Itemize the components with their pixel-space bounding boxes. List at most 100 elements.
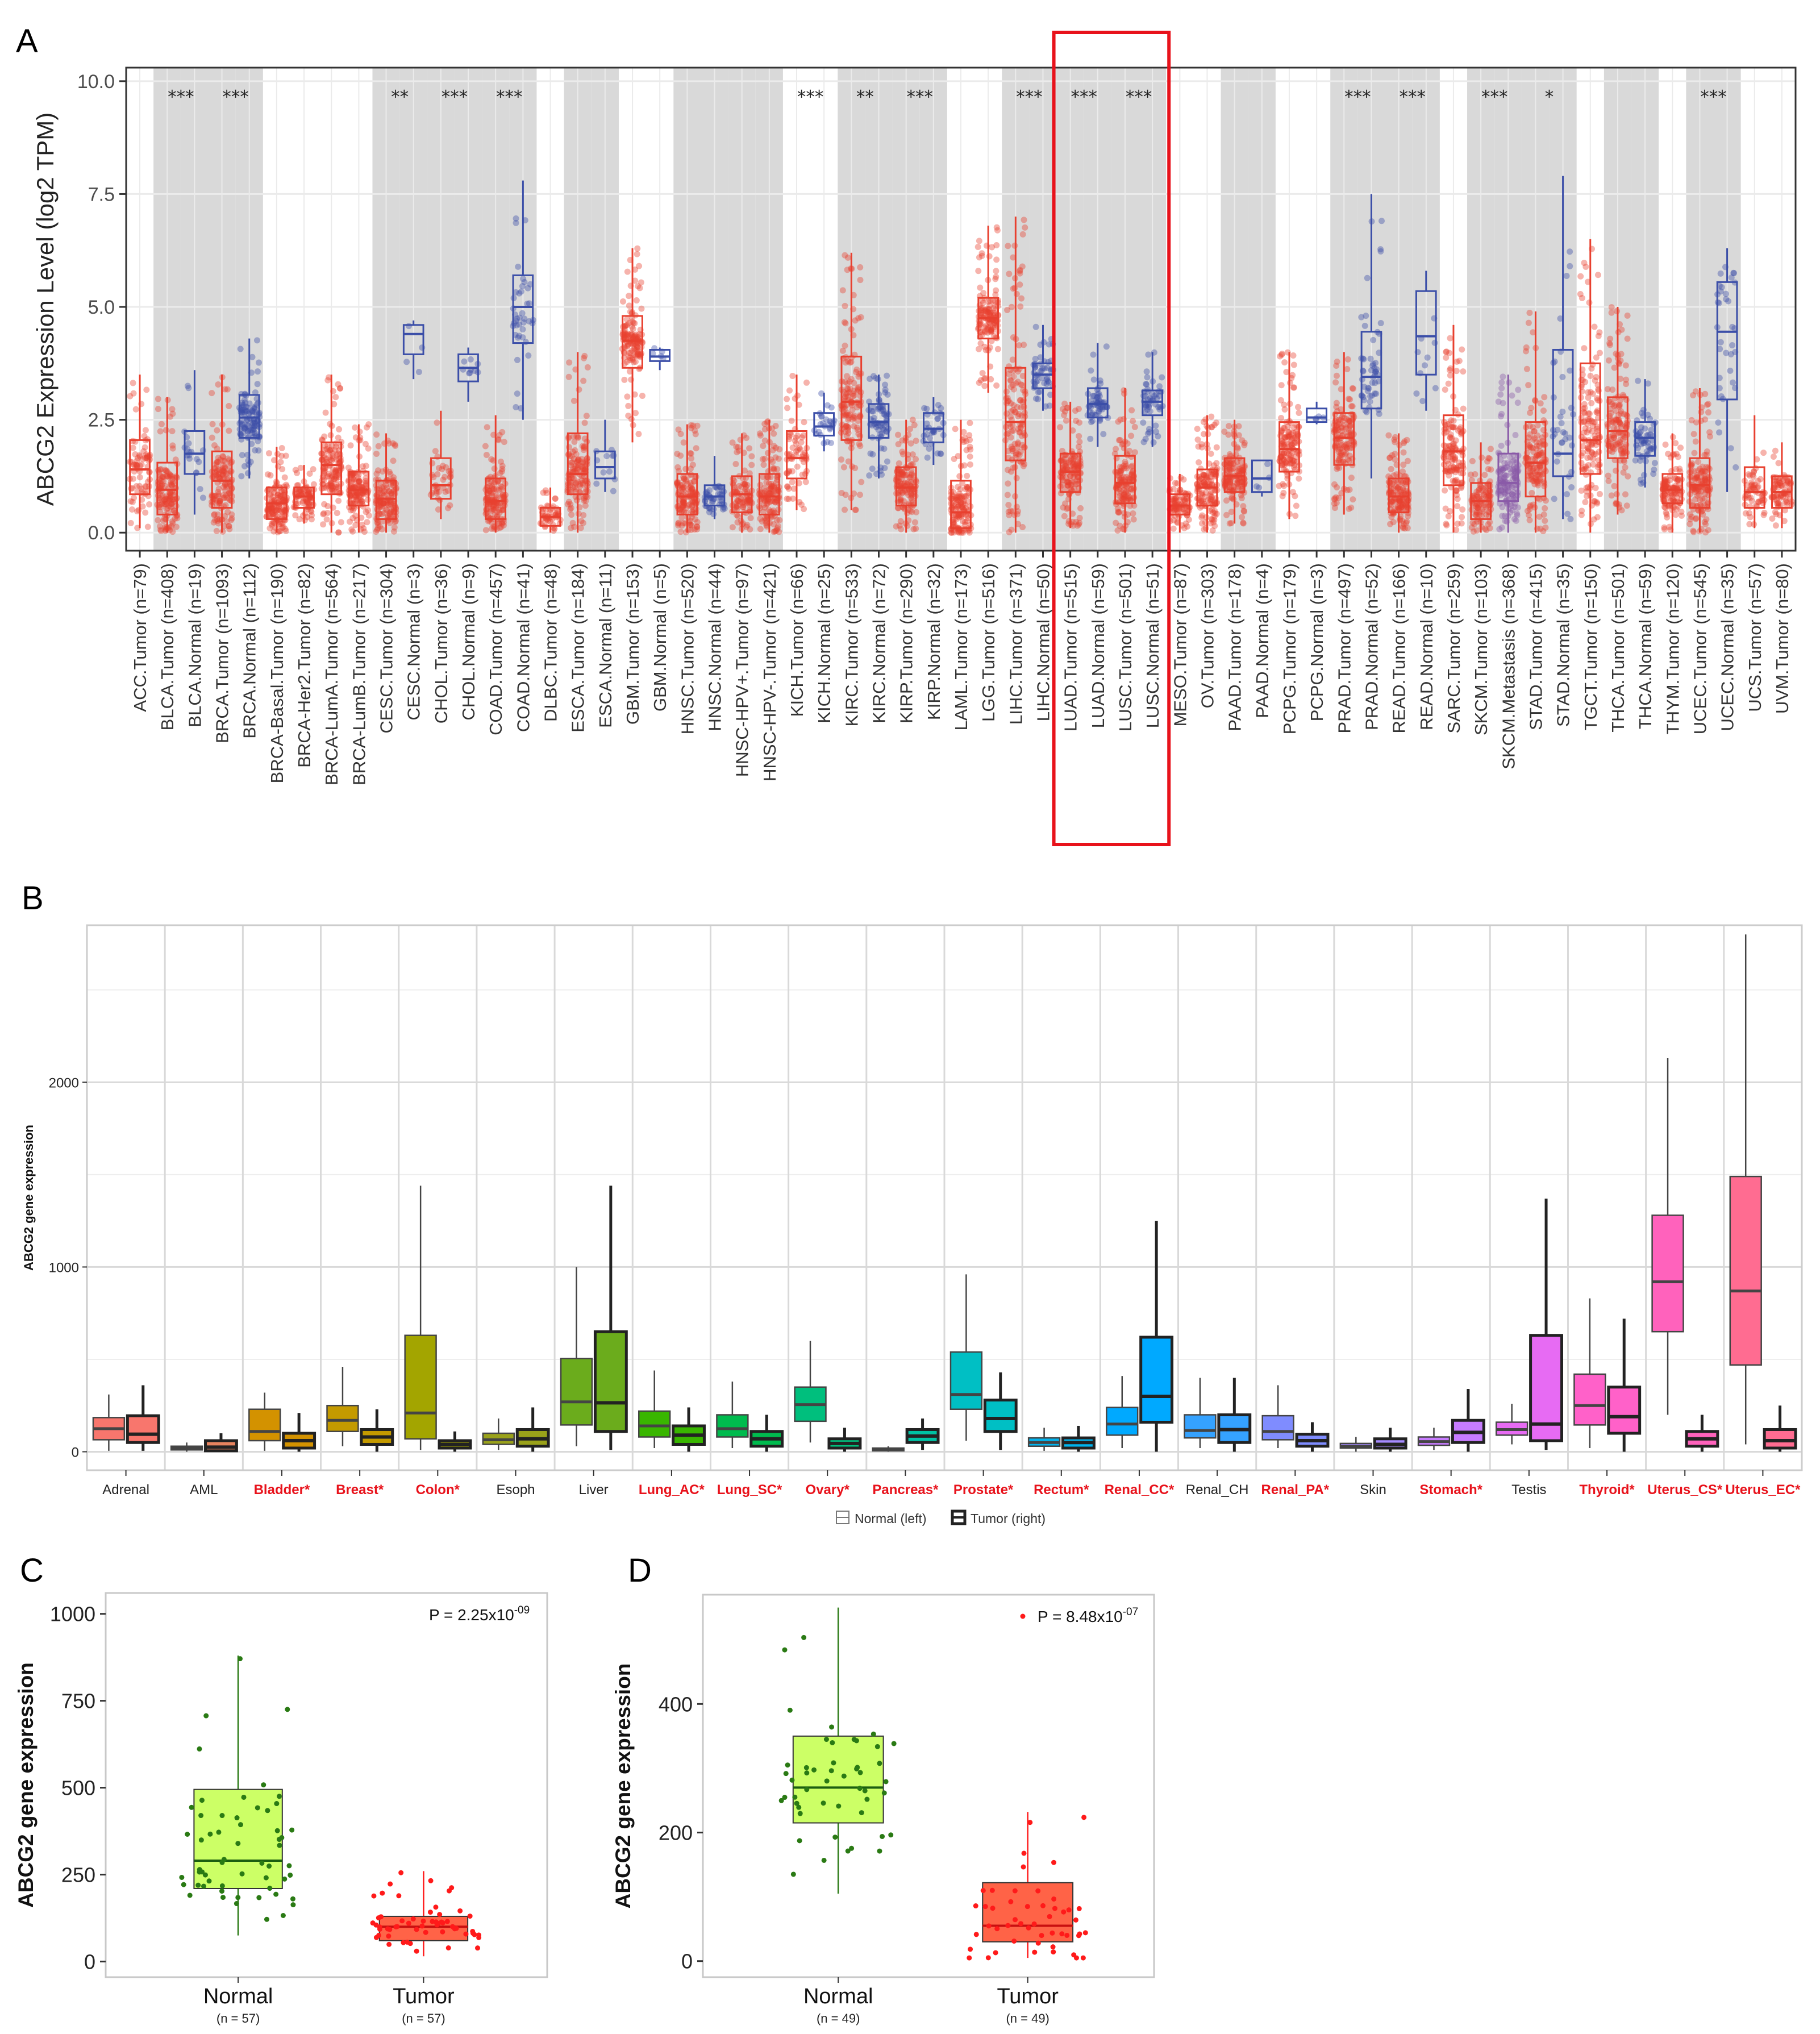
panel-a-point — [1391, 436, 1398, 443]
panel-a-point — [380, 500, 387, 507]
panel-a-point — [241, 407, 248, 414]
panel-a-point — [789, 372, 796, 379]
panel-a-xtick-label: SARC.Tumor (n=259) — [1444, 563, 1464, 733]
panel-a-point — [332, 467, 339, 474]
panel-a-point — [215, 473, 222, 480]
panel-a-point — [241, 425, 248, 432]
panel-a-point — [1338, 425, 1345, 431]
panel-a-point — [1290, 361, 1297, 368]
panel-a-point — [488, 506, 495, 513]
panel-a-xtick-label: COAD.Tumor (n=457) — [486, 563, 506, 735]
panel-a-point — [379, 468, 386, 475]
panel-a-point — [335, 485, 341, 492]
panel-a-point — [1431, 339, 1438, 346]
panel-a-point — [322, 409, 329, 416]
panel-a-point — [801, 506, 807, 513]
panel-a-point — [1472, 471, 1479, 477]
panel-a-point — [335, 529, 342, 536]
panel-a-point — [1223, 497, 1230, 504]
panel-a-point — [390, 474, 397, 481]
panel-a-point — [432, 448, 439, 455]
panel-a-point — [223, 481, 230, 488]
panel-a-point — [488, 478, 495, 485]
panel-a-point — [1230, 460, 1237, 467]
panel-a-point — [161, 515, 168, 522]
panel-a-point — [1332, 411, 1339, 418]
panel-a-point — [157, 483, 164, 490]
panel-a-point — [275, 506, 282, 513]
panel-a-point — [1288, 431, 1294, 438]
panel-a-point — [336, 385, 343, 392]
panel-a-point — [788, 417, 795, 424]
panel-a-point — [496, 509, 503, 516]
panel-a-point — [526, 300, 532, 307]
panel-a-point — [554, 509, 561, 515]
panel-a-point — [634, 344, 641, 351]
panel-a-point — [849, 393, 856, 400]
panel-a-point — [278, 488, 285, 495]
panel-a-point — [1290, 384, 1297, 391]
panel-a-point — [1202, 525, 1209, 531]
panel-a-point — [209, 434, 215, 441]
panel-a-point — [1485, 521, 1492, 528]
panel-a-point — [365, 507, 372, 514]
panel-a-point — [174, 515, 181, 522]
panel-a-point — [214, 445, 220, 452]
panel-a-point — [347, 442, 354, 449]
panel-a-point — [212, 493, 219, 500]
panel-a-point — [243, 404, 250, 410]
panel-a-point — [215, 470, 222, 477]
panel-a-point — [374, 525, 381, 531]
panel-a-point — [272, 496, 278, 503]
panel-a-point — [163, 473, 170, 480]
panel-a-point — [1469, 457, 1476, 464]
panel-a-point — [276, 504, 282, 510]
panel-a-point — [162, 498, 169, 505]
panel-a-point — [907, 463, 914, 469]
panel-a-point — [635, 431, 642, 438]
panel-a-point — [140, 456, 147, 463]
panel-a-point — [328, 472, 335, 479]
panel-a-point — [1077, 505, 1084, 511]
panel-a-point — [1458, 520, 1465, 527]
panel-a-point — [331, 469, 338, 476]
panel-a-point — [127, 498, 134, 505]
panel-a-point — [166, 503, 173, 510]
panel-a-point — [513, 289, 519, 296]
panel-a-point — [324, 502, 331, 509]
panel-a-point — [168, 500, 175, 507]
panel-a-point — [226, 489, 232, 496]
panel-a-point — [222, 502, 229, 509]
panel-a-point — [1061, 513, 1068, 519]
panel-a-point — [688, 527, 694, 534]
panel-a-point — [226, 526, 233, 533]
panel-a-point — [353, 490, 360, 497]
panel-a-point — [760, 461, 767, 468]
panel-a-point — [357, 497, 364, 504]
panel-a-xtick-label: READ.Tumor (n=166) — [1389, 563, 1409, 733]
panel-a-point — [249, 419, 256, 426]
panel-a-point — [1073, 417, 1080, 424]
panel-a-point — [136, 453, 143, 460]
panel-a-point — [298, 489, 305, 496]
panel-a-point — [280, 496, 287, 503]
panel-a-point — [296, 516, 303, 523]
panel-a-point — [254, 381, 261, 388]
panel-a-point — [223, 492, 230, 499]
panel-a-point — [1194, 426, 1201, 432]
panel-a-point — [1194, 436, 1201, 443]
panel-a-point — [1022, 224, 1028, 231]
panel-a-point — [852, 368, 859, 375]
panel-a-point — [327, 447, 334, 454]
panel-a-point — [1153, 429, 1160, 435]
panel-a-point — [219, 465, 226, 472]
panel-a-point — [1401, 525, 1408, 532]
panel-a-xtick-label: KICH.Normal (n=25) — [814, 563, 834, 723]
panel-a-point — [349, 471, 356, 478]
panel-a-point — [144, 523, 151, 530]
panel-a-point — [911, 519, 918, 526]
panel-a-point — [1075, 406, 1082, 413]
panel-a-point — [297, 464, 304, 471]
panel-a-point — [1390, 519, 1397, 526]
panel-a-point — [1348, 403, 1355, 410]
